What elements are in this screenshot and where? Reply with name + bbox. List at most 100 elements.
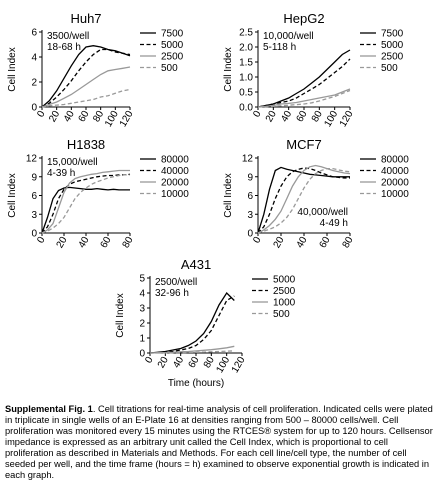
- series-line: [257, 88, 351, 108]
- series-line: [257, 167, 350, 234]
- chart-title: Huh7: [70, 11, 101, 26]
- chart-title: H1838: [67, 137, 105, 152]
- x-tick-label: 100: [103, 109, 121, 129]
- x-tick-label: 20: [272, 235, 287, 251]
- x-tick-label: 40: [295, 235, 310, 251]
- x-tick-label: 20: [156, 355, 171, 371]
- series-line: [257, 167, 351, 234]
- legend-label: 1000: [273, 298, 296, 309]
- series-line: [41, 48, 131, 108]
- x-tick-label: 20: [47, 109, 62, 125]
- y-axis-label: Cell Index: [7, 173, 18, 217]
- series-line: [41, 66, 131, 108]
- y-tick-label: 0: [31, 229, 37, 240]
- annotation: 2500/well: [155, 277, 197, 288]
- x-tick-label: 120: [118, 109, 136, 129]
- legend-label: 7500: [381, 29, 404, 40]
- y-tick-label: 2: [139, 319, 145, 330]
- x-tick-label: 20: [264, 109, 279, 125]
- series-line: [41, 45, 131, 108]
- annotation: 3500/well: [47, 31, 89, 42]
- chart: H1838 Cell Index 0 3 6 9 12 0 20 40 60 80 8000040000…: [7, 137, 189, 250]
- chart-title: HepG2: [283, 11, 324, 26]
- legend-label: 500: [381, 63, 398, 74]
- annotation: 40,000/well: [297, 207, 348, 218]
- x-tick-label: 0: [251, 109, 264, 120]
- y-tick-label: 12: [26, 154, 38, 165]
- legend-label: 10000: [161, 189, 189, 200]
- y-tick-label: 2: [31, 78, 37, 89]
- legend-label: 2500: [381, 52, 404, 63]
- chart-title: MCF7: [286, 137, 321, 152]
- series-line: [257, 164, 351, 234]
- y-tick-label: 0.5: [239, 88, 253, 99]
- y-tick-label: 2.5: [239, 28, 253, 39]
- legend-label: 40000: [381, 166, 409, 177]
- legend-label: 5000: [161, 40, 184, 51]
- y-tick-label: 0: [31, 103, 37, 114]
- annotation: 32-96 h: [155, 288, 189, 299]
- annotation: 15,000/well: [47, 157, 98, 168]
- caption-text: . Cell titrations for real-time analysis…: [5, 404, 433, 480]
- x-tick-label: 60: [318, 235, 333, 251]
- x-tick-label: 0: [251, 235, 264, 246]
- series-line: [41, 169, 130, 234]
- x-tick-label: 100: [214, 355, 232, 375]
- y-axis-label: Cell Index: [115, 293, 126, 337]
- x-tick-label: 100: [322, 109, 340, 129]
- legend-label: 2500: [273, 286, 296, 297]
- y-tick-label: 1.0: [239, 73, 253, 84]
- y-tick-label: 3: [31, 210, 37, 221]
- annotation: 18-68 h: [47, 42, 81, 53]
- y-axis-label: Cell Index: [223, 173, 234, 217]
- legend-label: 80000: [161, 155, 189, 166]
- y-tick-label: 6: [31, 191, 37, 202]
- legend-label: 10000: [381, 189, 409, 200]
- series-line: [41, 174, 130, 234]
- legend-label: 500: [273, 309, 290, 320]
- series-line: [149, 295, 235, 354]
- x-tick-label: 120: [230, 355, 248, 375]
- series-line: [150, 350, 235, 354]
- series-line: [257, 166, 350, 234]
- legend-label: 40000: [161, 166, 189, 177]
- y-tick-label: 1: [139, 334, 145, 345]
- x-tick-label: 60: [77, 109, 92, 125]
- chart: HepG2 Cell Index 0.0 0.5 1.0 1.5 2.0 2.5 0 20 40 60…: [223, 11, 404, 129]
- x-tick-label: 0: [35, 109, 48, 120]
- series-line: [41, 88, 131, 108]
- chart: MCF7 Cell Index 0 3 6 9 12 0 20 40 60 80 80000400002…: [223, 137, 409, 250]
- y-tick-label: 4: [139, 289, 145, 300]
- x-tick-label: 0: [35, 235, 48, 246]
- y-axis-label: Cell Index: [223, 47, 234, 91]
- x-tick-label: 0: [143, 355, 156, 366]
- y-tick-label: 0: [247, 229, 253, 240]
- legend-label: 7500: [161, 29, 184, 40]
- x-tick-label: 40: [279, 109, 294, 125]
- x-tick-label: 60: [295, 109, 310, 125]
- x-tick-label: 60: [99, 235, 114, 251]
- legend-label: 5000: [381, 40, 404, 51]
- annotation: 5-118 h: [263, 42, 296, 53]
- x-tick-label: 80: [310, 109, 325, 125]
- x-tick-label: 80: [341, 235, 356, 251]
- y-tick-label: 9: [31, 172, 37, 183]
- series-line: [257, 89, 351, 108]
- series-line: [149, 291, 235, 354]
- x-tick-label: 80: [202, 355, 217, 371]
- annotation: 4-49 h: [320, 218, 348, 229]
- x-tick-label: 120: [338, 109, 356, 129]
- x-tick-label: 80: [121, 235, 136, 251]
- caption-label: Supplemental Fig. 1: [5, 404, 93, 414]
- x-tick-label: 20: [55, 235, 70, 251]
- y-tick-label: 12: [242, 154, 254, 165]
- legend-label: 2500: [161, 52, 184, 63]
- annotation: 4-39 h: [47, 168, 75, 179]
- y-axis-label: Cell Index: [7, 47, 18, 91]
- x-tick-label: 40: [77, 235, 92, 251]
- y-tick-label: 4: [31, 53, 37, 64]
